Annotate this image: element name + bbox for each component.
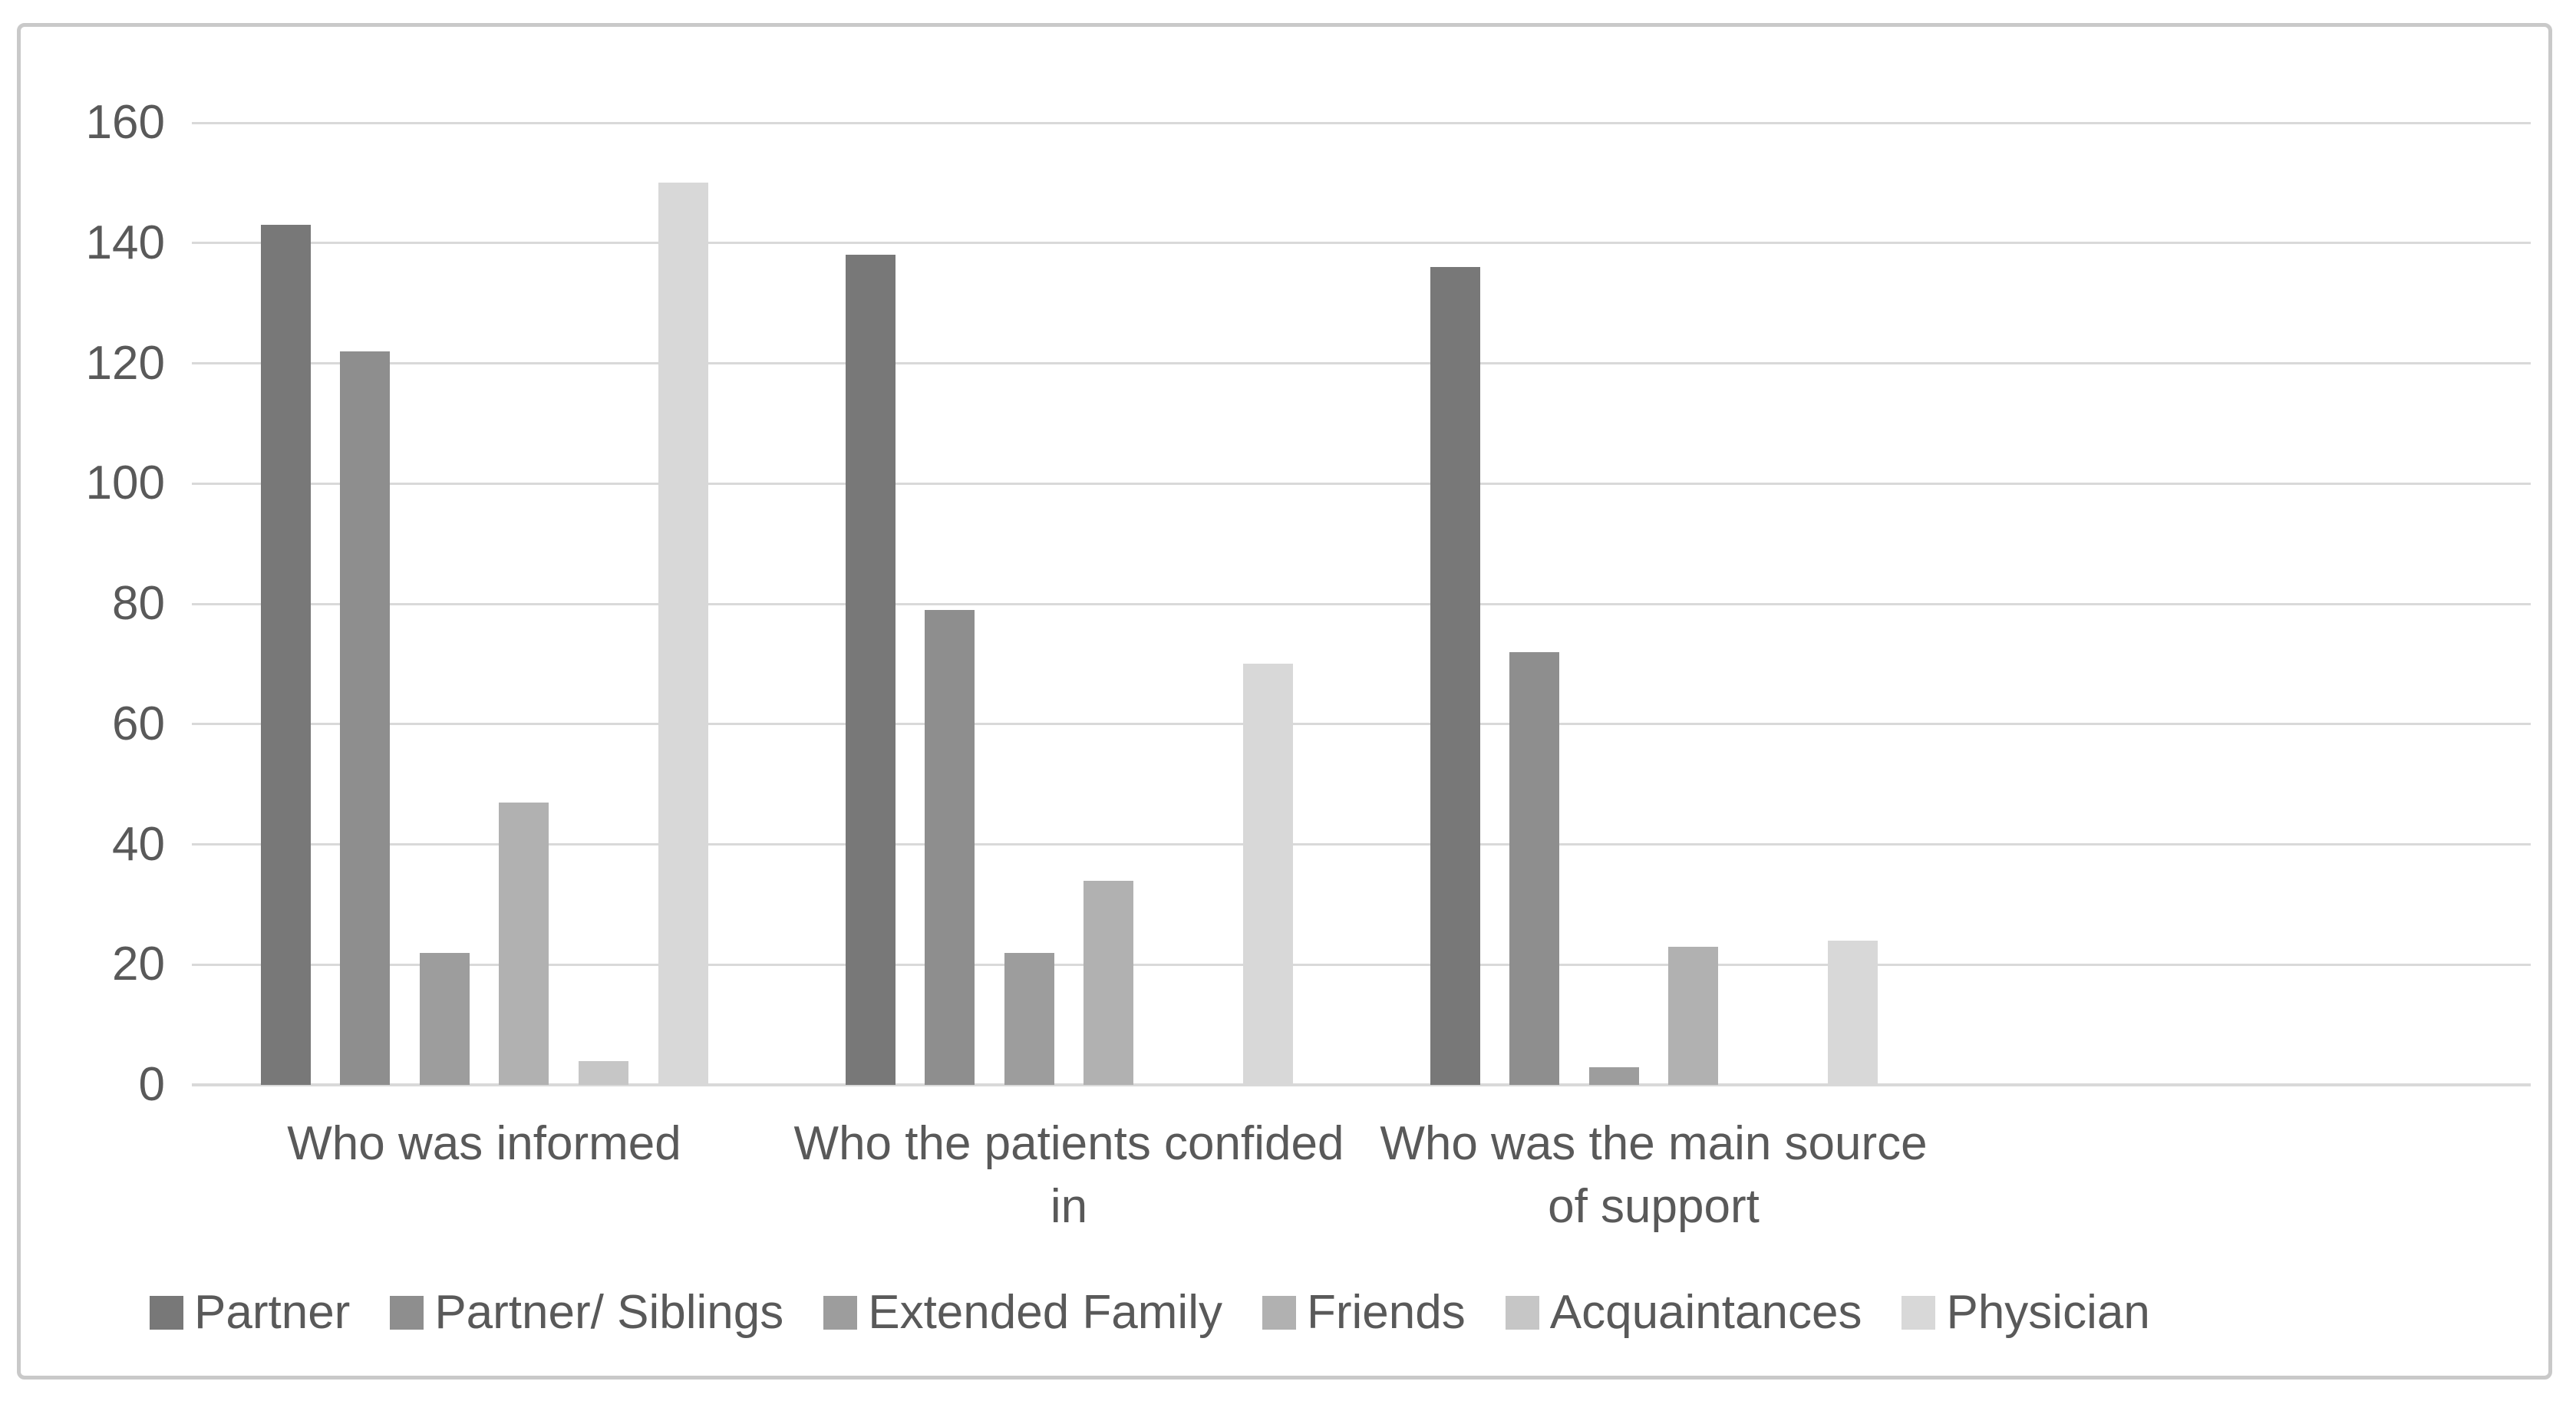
legend-swatch-icon bbox=[150, 1296, 183, 1330]
legend-swatch-icon bbox=[390, 1296, 424, 1330]
y-tick-label-120: 120 bbox=[85, 336, 165, 390]
x-category-label-2: Who the patients confided in bbox=[793, 1117, 1344, 1233]
legend-swatch-icon bbox=[1262, 1296, 1296, 1330]
y-tick-label-20: 20 bbox=[112, 938, 165, 991]
gridline-60 bbox=[192, 723, 2531, 726]
bar-extended-family-who-was-the-main-source bbox=[1588, 1066, 1639, 1085]
legend-swatch-icon bbox=[1901, 1296, 1936, 1330]
legend-item-acquaintances: Acquaintances bbox=[1505, 1286, 1862, 1339]
bar-partner-siblings-who-the-patients-confided bbox=[925, 609, 975, 1085]
bar-acquaintances-who-was-informed bbox=[578, 1060, 628, 1085]
legend-label: Extended Family bbox=[868, 1286, 1222, 1339]
legend-item-physician: Physician bbox=[1901, 1286, 2150, 1339]
bar-partner-who-the-patients-confided bbox=[845, 255, 895, 1085]
bar-friends-who-the-patients-confided bbox=[1084, 880, 1134, 1085]
bar-partner-siblings-who-was-the-main-source bbox=[1509, 651, 1560, 1085]
y-tick-label-60: 60 bbox=[112, 697, 165, 750]
legend-label: Friends bbox=[1306, 1286, 1466, 1339]
legend-item-friends: Friends bbox=[1262, 1289, 1466, 1337]
bar-friends-who-was-informed bbox=[499, 802, 549, 1085]
gridline-80 bbox=[192, 602, 2531, 605]
bar-friends-who-was-the-main-source bbox=[1668, 946, 1719, 1085]
bar-physician-who-was-the-main-source bbox=[1827, 940, 1878, 1085]
legend-item-partner: Partner bbox=[150, 1289, 350, 1337]
legend-label: Partner/ Siblings bbox=[434, 1286, 784, 1339]
legend-item-partner-siblings: Partner/ Siblings bbox=[390, 1289, 783, 1337]
legend-swatch-icon bbox=[1505, 1296, 1539, 1330]
legend-label: Acquaintances bbox=[1549, 1286, 1862, 1339]
legend: Partner Partner/ Siblings Extended Family F… bbox=[150, 1289, 2150, 1337]
gridline-160 bbox=[192, 121, 2531, 124]
x-category-label-3: Who was the main source of support bbox=[1380, 1117, 1928, 1233]
gridline-140 bbox=[192, 242, 2531, 245]
bar-extended-family-who-was-informed bbox=[419, 952, 470, 1085]
bar-extended-family-who-the-patients-confided bbox=[1004, 952, 1054, 1085]
chart-frame: 0 20 40 60 80 100 120 140 160 Who was informed Wh… bbox=[17, 23, 2552, 1380]
gridline-40 bbox=[192, 843, 2531, 846]
y-tick-label-140: 140 bbox=[85, 216, 165, 269]
legend-label: Physician bbox=[1946, 1286, 2150, 1339]
y-tick-label-100: 100 bbox=[85, 457, 165, 510]
x-category-label-1: Who was informed bbox=[287, 1117, 681, 1170]
y-tick-label-40: 40 bbox=[112, 817, 165, 871]
bar-partner-siblings-who-was-informed bbox=[340, 351, 391, 1085]
gridline-20 bbox=[192, 963, 2531, 966]
plot-area bbox=[192, 121, 2531, 1086]
x-axis-line bbox=[192, 1083, 2531, 1086]
legend-label: Partner bbox=[194, 1286, 351, 1339]
bar-partner-who-was-the-main-source bbox=[1430, 267, 1480, 1085]
y-tick-label-0: 0 bbox=[138, 1058, 165, 1111]
legend-swatch-icon bbox=[823, 1296, 858, 1330]
bar-physician-who-was-informed bbox=[658, 183, 708, 1085]
y-tick-label-80: 80 bbox=[112, 577, 165, 630]
legend-item-extended-family: Extended Family bbox=[823, 1289, 1222, 1337]
gridline-100 bbox=[192, 482, 2531, 485]
y-tick-label-160: 160 bbox=[85, 96, 165, 149]
bar-physician-who-the-patients-confided bbox=[1242, 664, 1293, 1085]
bar-partner-who-was-informed bbox=[260, 225, 311, 1085]
gridline-120 bbox=[192, 362, 2531, 364]
